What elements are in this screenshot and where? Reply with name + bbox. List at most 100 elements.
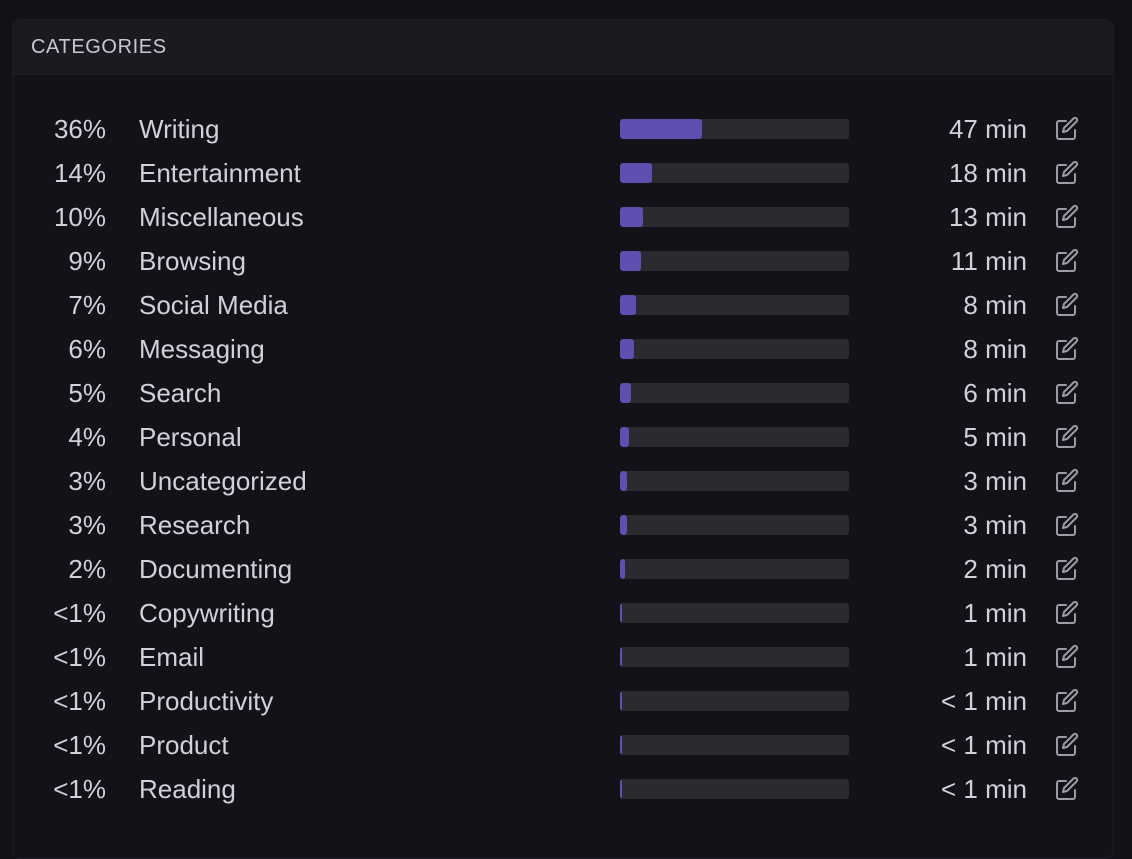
category-progress-fill bbox=[620, 427, 630, 447]
category-percent: 9% bbox=[68, 245, 106, 276]
category-progress-fill bbox=[620, 603, 622, 623]
category-row: 14% Entertainment 18 min bbox=[13, 151, 1113, 195]
category-progress-fill bbox=[620, 779, 622, 799]
category-percent: 5% bbox=[68, 377, 106, 408]
category-row: 4% Personal 5 min bbox=[13, 415, 1113, 459]
category-name: Documenting bbox=[139, 553, 293, 584]
category-name: Email bbox=[139, 641, 205, 672]
category-progress-fill bbox=[620, 559, 625, 579]
category-percent: <1% bbox=[53, 597, 106, 628]
category-name: Entertainment bbox=[139, 157, 301, 188]
category-progress-bar bbox=[620, 251, 849, 271]
category-row: 10% Miscellaneous 13 min bbox=[13, 195, 1113, 239]
category-progress-bar bbox=[620, 471, 849, 491]
category-progress-bar bbox=[620, 559, 849, 579]
edit-icon[interactable] bbox=[1053, 115, 1081, 143]
edit-icon[interactable] bbox=[1053, 687, 1081, 715]
category-name: Miscellaneous bbox=[139, 201, 304, 232]
category-row: 2% Documenting 2 min bbox=[13, 547, 1113, 591]
category-percent: 14% bbox=[53, 157, 106, 188]
category-row: 3% Uncategorized 3 min bbox=[13, 459, 1113, 503]
category-progress-bar bbox=[620, 735, 849, 755]
category-percent: 7% bbox=[68, 289, 106, 320]
category-percent: 3% bbox=[68, 465, 106, 496]
category-duration: 1 min bbox=[963, 597, 1027, 628]
edit-icon[interactable] bbox=[1053, 599, 1081, 627]
category-progress-fill bbox=[620, 163, 653, 183]
edit-icon[interactable] bbox=[1053, 511, 1081, 539]
category-name: Social Media bbox=[139, 289, 288, 320]
category-row: <1% Email 1 min bbox=[13, 635, 1113, 679]
category-progress-bar bbox=[620, 163, 849, 183]
edit-icon[interactable] bbox=[1053, 203, 1081, 231]
category-progress-bar bbox=[620, 427, 849, 447]
category-duration: 5 min bbox=[963, 421, 1027, 452]
category-name: Writing bbox=[139, 113, 220, 144]
edit-icon[interactable] bbox=[1053, 555, 1081, 583]
category-progress-fill bbox=[620, 515, 627, 535]
category-percent: 36% bbox=[53, 113, 106, 144]
category-progress-fill bbox=[620, 119, 703, 139]
category-progress-bar bbox=[620, 779, 849, 799]
category-progress-fill bbox=[620, 471, 627, 491]
category-percent: <1% bbox=[53, 729, 106, 760]
category-row: <1% Product < 1 min bbox=[13, 723, 1113, 767]
category-duration: 1 min bbox=[963, 641, 1027, 672]
edit-icon[interactable] bbox=[1053, 247, 1081, 275]
category-row: 6% Messaging 8 min bbox=[13, 327, 1113, 371]
edit-icon[interactable] bbox=[1053, 731, 1081, 759]
edit-icon[interactable] bbox=[1053, 423, 1081, 451]
edit-icon[interactable] bbox=[1053, 775, 1081, 803]
category-progress-bar bbox=[620, 339, 849, 359]
category-progress-bar bbox=[620, 119, 849, 139]
category-percent: 3% bbox=[68, 509, 106, 540]
category-progress-fill bbox=[620, 251, 641, 271]
category-name: Personal bbox=[139, 421, 242, 452]
category-row: 36% Writing 47 min bbox=[13, 107, 1113, 151]
category-row: <1% Productivity < 1 min bbox=[13, 679, 1113, 723]
category-progress-fill bbox=[620, 647, 622, 667]
edit-icon[interactable] bbox=[1053, 379, 1081, 407]
category-duration: < 1 min bbox=[941, 773, 1027, 804]
category-duration: 3 min bbox=[963, 465, 1027, 496]
category-progress-bar bbox=[620, 603, 849, 623]
category-progress-fill bbox=[620, 295, 637, 315]
category-row: 7% Social Media 8 min bbox=[13, 283, 1113, 327]
category-name: Productivity bbox=[139, 685, 274, 716]
category-name: Uncategorized bbox=[139, 465, 307, 496]
category-progress-bar bbox=[620, 295, 849, 315]
category-duration: 3 min bbox=[963, 509, 1027, 540]
categories-panel: CATEGORIES 36% Writing 47 min 14% Entertainm… bbox=[12, 19, 1114, 859]
category-progress-bar bbox=[620, 207, 849, 227]
category-progress-fill bbox=[620, 383, 632, 403]
category-progress-fill bbox=[620, 735, 622, 755]
category-name: Messaging bbox=[139, 333, 265, 364]
category-row: <1% Copywriting 1 min bbox=[13, 591, 1113, 635]
category-percent: 10% bbox=[53, 201, 106, 232]
category-duration: 8 min bbox=[963, 333, 1027, 364]
edit-icon[interactable] bbox=[1053, 159, 1081, 187]
panel-title: CATEGORIES bbox=[13, 20, 1113, 75]
category-name: Product bbox=[139, 729, 229, 760]
category-row: <1% Reading < 1 min bbox=[13, 767, 1113, 811]
edit-icon[interactable] bbox=[1053, 467, 1081, 495]
category-name: Copywriting bbox=[139, 597, 275, 628]
category-row: 5% Search 6 min bbox=[13, 371, 1113, 415]
category-duration: 6 min bbox=[963, 377, 1027, 408]
edit-icon[interactable] bbox=[1053, 643, 1081, 671]
category-name: Browsing bbox=[139, 245, 246, 276]
category-name: Reading bbox=[139, 773, 236, 804]
category-progress-bar bbox=[620, 691, 849, 711]
category-duration: < 1 min bbox=[941, 685, 1027, 716]
edit-icon[interactable] bbox=[1053, 335, 1081, 363]
category-duration: 47 min bbox=[948, 113, 1027, 144]
category-progress-fill bbox=[620, 691, 622, 711]
category-percent: 4% bbox=[68, 421, 106, 452]
category-list: 36% Writing 47 min 14% Entertainment 18 min 10… bbox=[13, 107, 1113, 811]
category-name: Search bbox=[139, 377, 222, 408]
edit-icon[interactable] bbox=[1053, 291, 1081, 319]
category-percent: <1% bbox=[53, 685, 106, 716]
category-name: Research bbox=[139, 509, 251, 540]
category-percent: 2% bbox=[68, 553, 106, 584]
category-duration: 18 min bbox=[948, 157, 1027, 188]
